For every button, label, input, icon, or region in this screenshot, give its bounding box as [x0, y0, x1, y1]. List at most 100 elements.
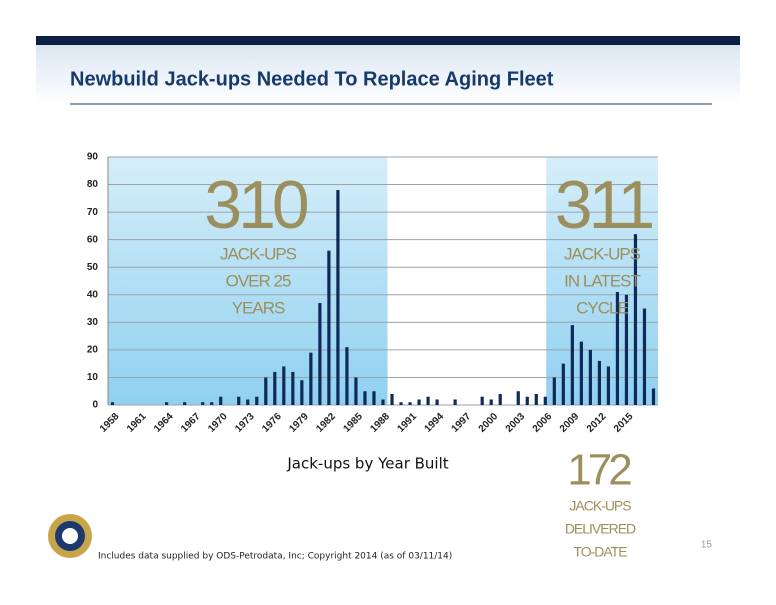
- y-tick-label: 90: [87, 152, 99, 163]
- bar: [282, 366, 286, 405]
- bar: [399, 402, 403, 405]
- bar: [561, 363, 565, 405]
- bar: [588, 349, 592, 405]
- bar: [381, 399, 385, 405]
- source-note: Includes data supplied by ODS-Petrodata,…: [98, 552, 452, 562]
- x-tick-label: 1958: [98, 411, 122, 435]
- bar: [165, 402, 169, 405]
- bar: [570, 325, 574, 405]
- y-tick-label: 30: [87, 317, 99, 328]
- bar: [453, 399, 457, 405]
- bar: [291, 371, 295, 405]
- bar: [300, 380, 304, 405]
- bar: [552, 377, 556, 405]
- bar: [435, 399, 439, 405]
- bar: [408, 402, 412, 405]
- bar: [498, 393, 502, 405]
- annotation-text: JACK-UPS: [220, 244, 297, 263]
- slide-title: Newbuild Jack-ups Needed To Replace Agin…: [70, 68, 554, 90]
- bar: [579, 341, 583, 405]
- bar: [516, 391, 520, 405]
- x-tick-label: 1994: [423, 411, 447, 435]
- bar: [543, 396, 547, 405]
- bar: [309, 352, 313, 405]
- annotation-number: 311: [555, 167, 653, 243]
- bar: [354, 377, 358, 405]
- bar: [597, 360, 601, 405]
- x-tick-label: 1985: [341, 411, 365, 435]
- bar: [534, 393, 538, 405]
- x-tick-label: 2015: [612, 411, 636, 435]
- bar: [237, 396, 241, 405]
- highlight-band: [108, 157, 388, 405]
- annotation-text: CYCLE: [576, 298, 628, 317]
- bar: [273, 371, 277, 405]
- x-tick-label: 2009: [558, 411, 582, 435]
- bar: [255, 396, 259, 405]
- x-tick-label: 1997: [450, 411, 474, 435]
- x-tick-label: 1991: [396, 411, 420, 435]
- x-tick-label: 1988: [368, 411, 392, 435]
- x-tick-label: 1979: [287, 411, 311, 435]
- bar: [219, 396, 223, 405]
- y-tick-label: 40: [87, 289, 99, 300]
- bar: [480, 396, 484, 405]
- annotation-text: IN LATEST: [564, 271, 640, 290]
- y-tick-label: 10: [87, 372, 99, 383]
- x-tick-label: 1982: [314, 411, 338, 435]
- annotation-text: JACK-UPS: [564, 244, 641, 263]
- bar: [606, 366, 611, 405]
- bar: [264, 377, 268, 405]
- bar: [390, 393, 394, 405]
- bar: [327, 250, 331, 405]
- bar: [183, 402, 187, 405]
- x-tick-label: 2012: [585, 411, 609, 435]
- annotation-number: 310: [204, 167, 308, 243]
- bar: [417, 399, 421, 405]
- bar: [624, 294, 629, 405]
- y-tick-label: 80: [87, 179, 99, 190]
- x-tick-label: 1967: [179, 411, 203, 435]
- annotation-number: 172: [567, 446, 631, 495]
- y-tick-label: 20: [87, 345, 99, 356]
- x-tick-label: 2006: [531, 411, 555, 435]
- bar: [651, 388, 656, 405]
- bar: [246, 399, 250, 405]
- bar: [336, 190, 340, 405]
- bar: [426, 396, 430, 405]
- x-tick-label: 1961: [125, 411, 149, 435]
- logo: [48, 514, 92, 558]
- bar: [489, 399, 493, 405]
- annotation-text: TO-DATE: [573, 544, 627, 560]
- x-axis-label: Jack-ups by Year Built: [286, 455, 448, 473]
- bar: [363, 391, 367, 405]
- annotation-text: YEARS: [232, 298, 285, 317]
- header-bar: [36, 36, 740, 45]
- y-tick-label: 50: [87, 262, 99, 273]
- x-tick-label: 1970: [206, 411, 230, 435]
- y-tick-label: 60: [87, 234, 99, 245]
- annotation-text: DELIVERED: [565, 521, 636, 537]
- bar: [318, 303, 322, 405]
- header-band: [36, 45, 740, 105]
- y-tick-label: 0: [92, 400, 98, 411]
- annotation-text: JACK-UPS: [569, 498, 631, 514]
- bar: [525, 396, 529, 405]
- bar: [345, 347, 349, 405]
- bar: [201, 402, 205, 405]
- bar: [615, 292, 620, 405]
- x-tick-label: 2000: [477, 411, 501, 435]
- bar: [642, 308, 647, 405]
- x-tick-label: 1973: [233, 411, 257, 435]
- annotation-text: OVER 25: [226, 271, 291, 290]
- page-number: 15: [701, 540, 713, 551]
- bar: [372, 391, 376, 405]
- bar: [110, 402, 115, 405]
- x-tick-label: 2003: [504, 411, 528, 435]
- x-tick-label: 1976: [260, 411, 284, 435]
- bar: [210, 402, 214, 405]
- bar: [633, 234, 638, 405]
